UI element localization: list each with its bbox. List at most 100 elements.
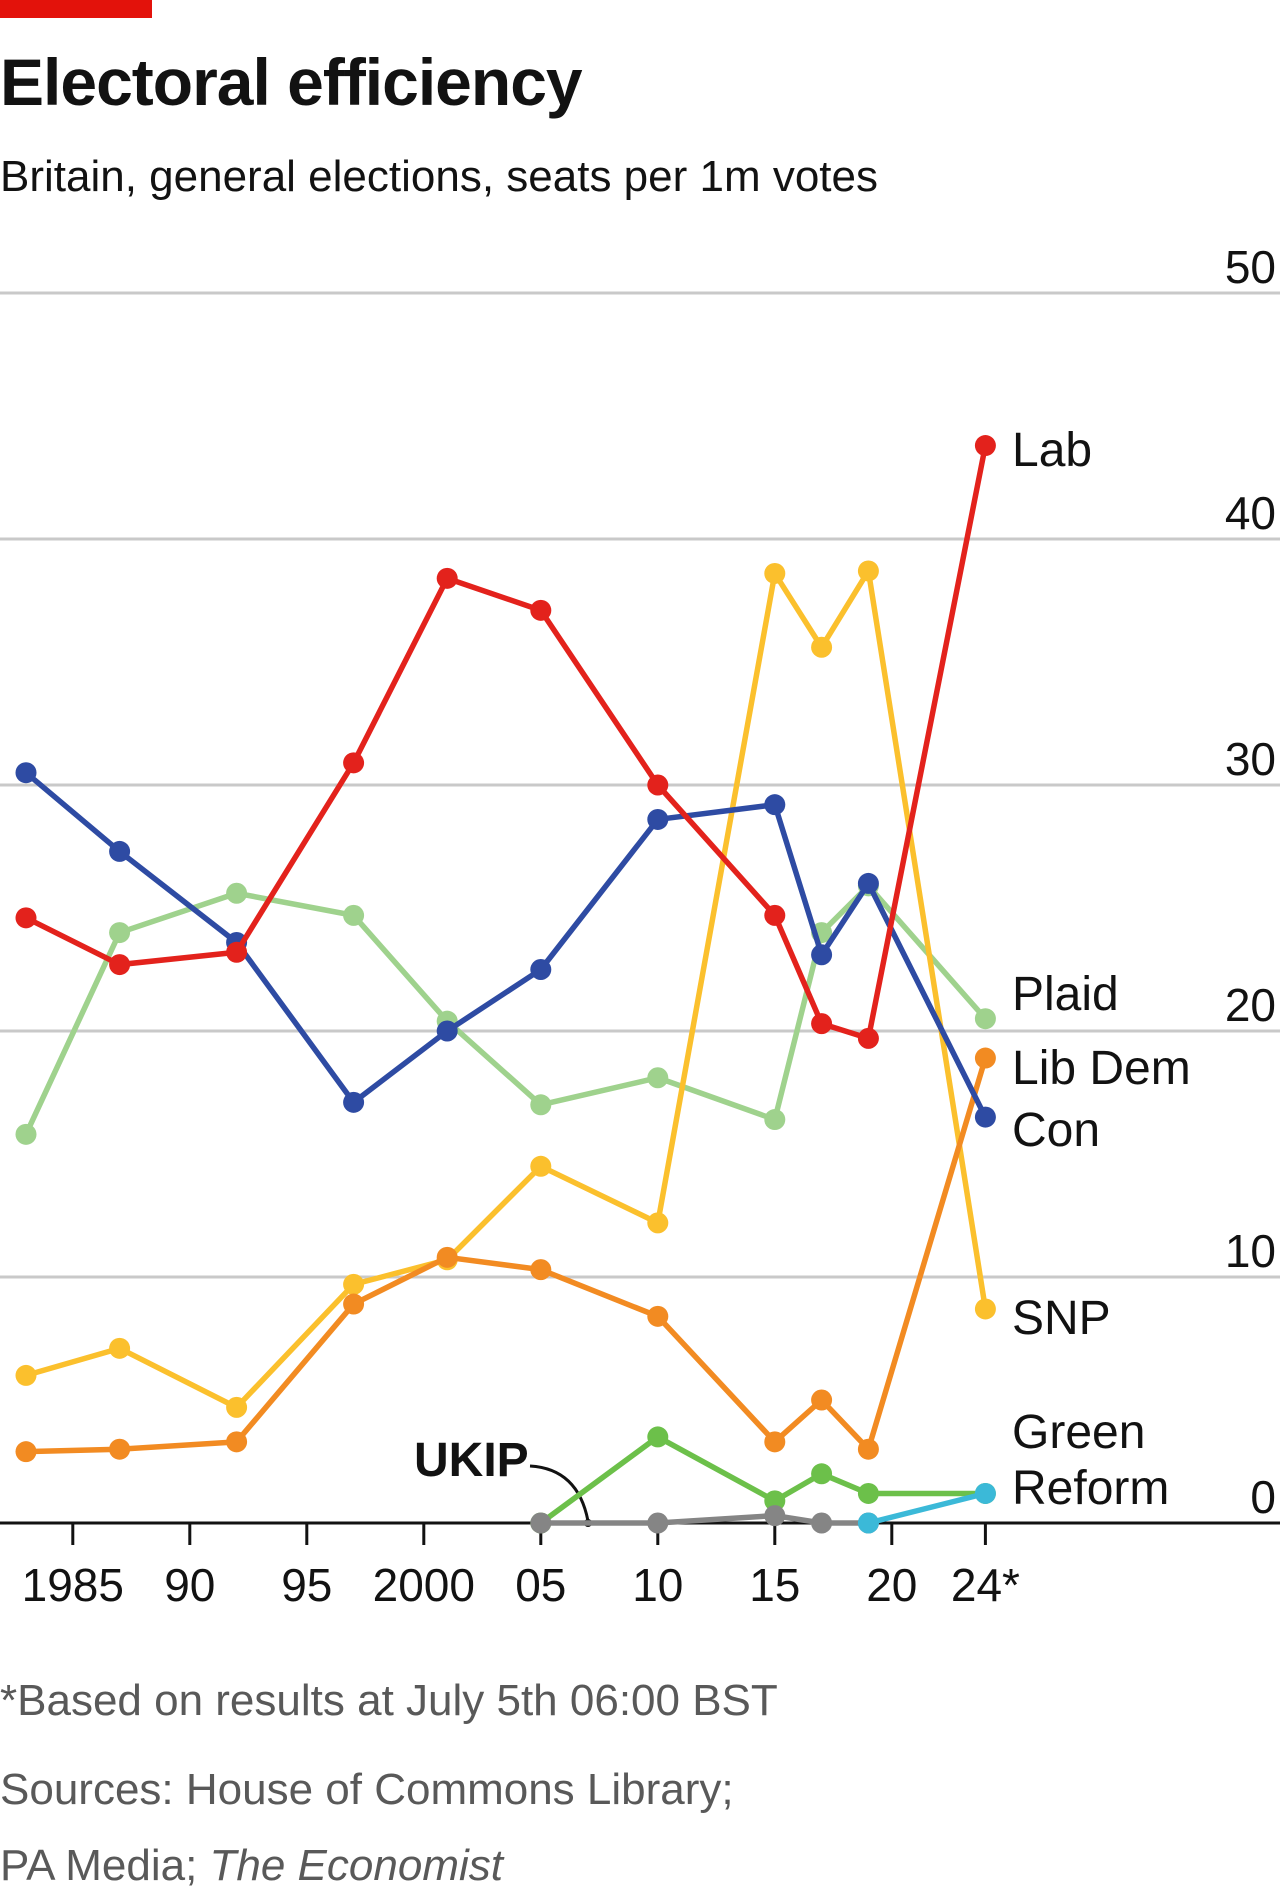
series-reform [857,1482,996,1534]
series-lib-dem [15,1047,996,1463]
point-reform-2024 [974,1482,996,1504]
point-snp-2019 [857,560,879,582]
point-ukip-2005 [530,1512,552,1534]
point-snp-2015 [764,562,786,584]
point-con-2005 [530,959,552,980]
point-lab-2015 [764,904,786,926]
point-plaid-1983 [15,1123,37,1145]
point-con-1983 [15,762,37,784]
point-plaid-2010 [647,1067,669,1089]
label-green: Green [1012,1406,1145,1459]
y-tick-label-20: 20 [1225,979,1276,1031]
series-con [15,762,996,1128]
line-lib-dem [23,1055,989,1455]
point-lib-dem-2024 [974,1047,996,1069]
point-lib-dem-2019 [857,1438,879,1460]
footnote: *Based on results at July 5th 06:00 BST [0,1676,778,1725]
point-reform-2019 [857,1512,879,1534]
point-snp-1983 [15,1364,37,1386]
x-tick-label-2005: 05 [515,1559,566,1611]
y-tick-label-0: 0 [1250,1471,1276,1523]
point-lib-dem-1987 [109,1438,131,1460]
point-snp-1997 [343,1273,365,1295]
x-tick-label-2010: 10 [632,1559,683,1611]
accent-bar [0,0,152,18]
x-tick-label-2015: 15 [749,1559,800,1611]
point-snp-1992 [226,1396,248,1418]
point-lab-2010 [647,774,669,796]
point-lib-dem-2015 [764,1431,786,1453]
line-snp [23,568,989,1411]
line-reform [865,1490,989,1526]
sources-publication: The Economist [209,1841,503,1890]
point-lib-dem-2017 [811,1389,833,1411]
x-tick-label-1985: 1985 [22,1559,124,1611]
ukip-leader-line [529,1464,590,1522]
point-con-2001 [436,1020,458,1042]
series-ukip [530,1505,879,1534]
point-con-2019 [857,872,879,894]
label-lab: Lab [1012,424,1092,477]
point-ukip-2010 [647,1512,669,1534]
point-lib-dem-1983 [15,1441,37,1463]
point-green-2015 [764,1490,786,1512]
point-lab-1992 [226,941,248,963]
chart-title: Electoral efficiency [0,45,583,119]
point-snp-2010 [647,1212,669,1234]
point-plaid-1987 [109,922,131,944]
point-con-2017 [811,944,833,966]
x-tick-label-1995: 95 [281,1559,332,1611]
label-con: Con [1012,1104,1100,1157]
point-con-1997 [343,1091,365,1113]
x-axis: 1985 90 95 2000 05 10 15 20 24* [0,1521,1280,1611]
line-green [538,1434,989,1526]
point-green-2010 [647,1426,669,1448]
point-plaid-1997 [343,904,365,926]
series-labels: Plaid SNP Lib Dem Con Lab Green UKIP Reform [414,424,1191,1515]
sources-prefix: PA Media; [0,1841,210,1890]
point-ukip-2017 [811,1512,833,1534]
point-lib-dem-2010 [647,1305,669,1327]
point-lab-2001 [436,567,458,589]
x-tick-label-2024: 24* [951,1559,1020,1611]
x-tick-label-1990: 90 [164,1559,215,1611]
point-lab-1997 [343,752,365,774]
point-lib-dem-2001 [436,1246,458,1268]
y-axis-tick-labels: 0 10 20 30 40 50 [1225,241,1276,1523]
point-snp-1987 [109,1337,131,1359]
label-plaid: Plaid [1012,968,1119,1021]
sources: Sources: House of Commons Library; PA Me… [0,1752,734,1904]
point-plaid-2024 [974,1008,996,1030]
point-lab-2019 [857,1027,879,1049]
point-lab-2017 [811,1013,833,1035]
label-ukip: UKIP [414,1434,529,1487]
point-lib-dem-1997 [343,1293,365,1315]
y-tick-label-30: 30 [1225,733,1276,785]
series-lab [15,435,996,1049]
point-con-2010 [647,808,669,830]
point-green-2019 [857,1482,879,1504]
point-con-2024 [974,1106,996,1128]
x-tick-label-2000: 2000 [373,1559,475,1611]
point-ukip-2015 [764,1505,786,1527]
point-lib-dem-1992 [226,1431,248,1453]
label-reform: Reform [1012,1462,1169,1515]
point-lab-2005 [530,599,552,621]
y-tick-label-10: 10 [1225,1225,1276,1277]
gridlines [0,291,1280,1279]
series-snp [15,560,996,1418]
point-plaid-2015 [764,1109,786,1131]
point-lib-dem-2005 [530,1259,552,1281]
point-snp-2024 [974,1298,996,1320]
series-lines [15,435,996,1534]
point-plaid-2005 [530,1094,552,1116]
point-con-1987 [109,840,131,862]
line-lab [23,442,989,1042]
point-lab-2024 [974,435,996,457]
point-snp-2017 [811,636,833,658]
label-snp: SNP [1012,1292,1111,1345]
label-lib-dem: Lib Dem [1012,1042,1191,1095]
point-plaid-1992 [226,882,248,904]
x-tick-label-2020: 20 [866,1559,917,1611]
